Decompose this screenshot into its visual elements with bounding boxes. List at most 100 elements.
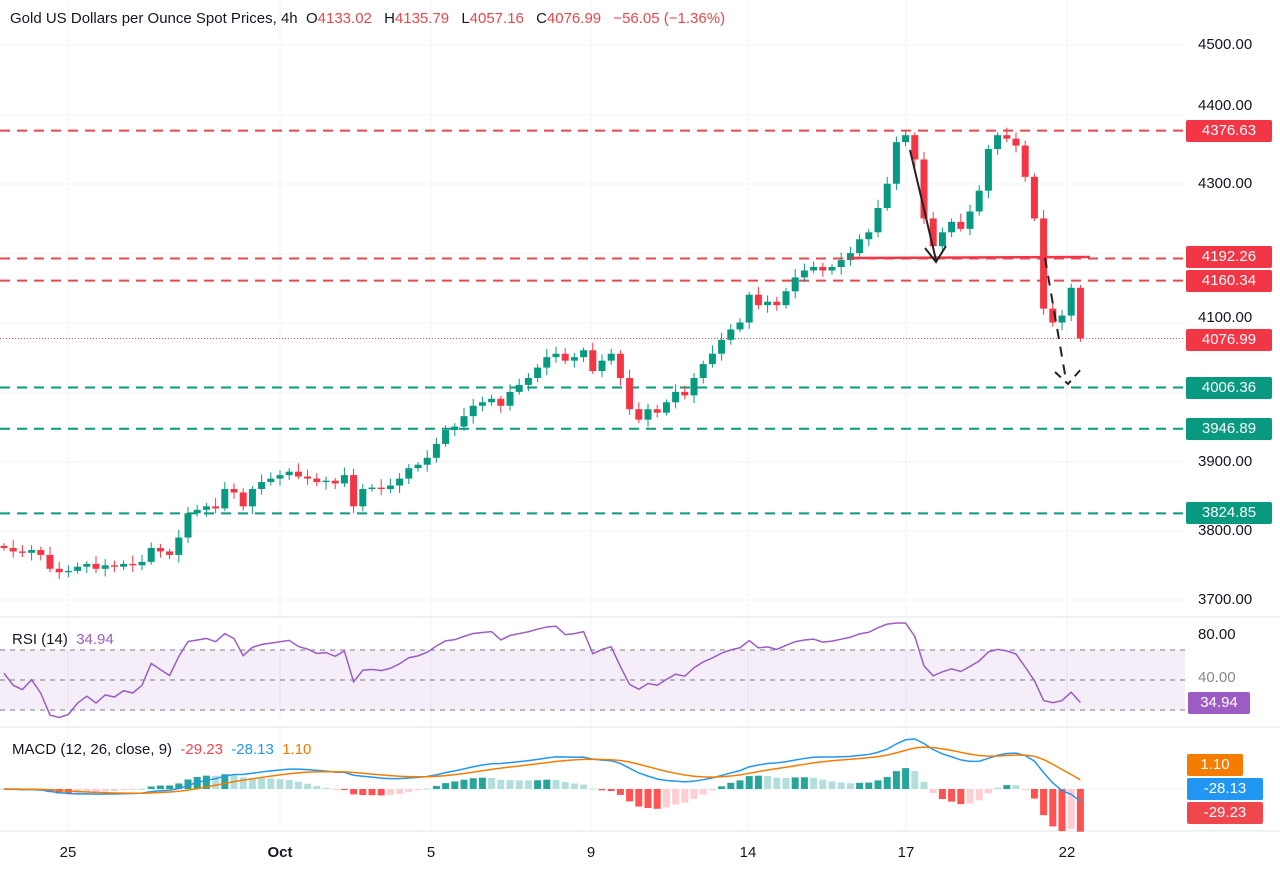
close-value: 4076.99: [546, 10, 602, 27]
candle-body: [966, 211, 974, 229]
candle-body: [331, 480, 339, 484]
candle-body: [616, 353, 624, 378]
candle-body: [938, 232, 946, 247]
candle-body: [451, 426, 459, 431]
candle-body: [561, 353, 569, 361]
low-value: 4057.16: [469, 10, 524, 27]
macd-histogram-bar: [285, 779, 293, 789]
macd-histogram-bar: [607, 789, 615, 792]
candle-body: [515, 384, 523, 392]
macd-histogram-bar: [662, 789, 670, 808]
macd-histogram-bar: [810, 777, 818, 789]
macd-histogram-bar: [975, 789, 983, 801]
candle-body: [718, 339, 726, 354]
price-tick: 4300.00: [1198, 175, 1253, 192]
macd-histogram-bar: [156, 785, 164, 789]
macd-histogram-bar: [938, 789, 946, 799]
macd-line: [3, 738, 1081, 802]
macd-histogram-bar: [957, 789, 965, 805]
price-tick: 4400.00: [1198, 97, 1253, 114]
macd-histogram-bar: [377, 789, 385, 796]
macd-histogram-bar: [386, 789, 394, 796]
candle-body: [745, 294, 753, 323]
macd-histogram-bar: [736, 780, 744, 789]
macd-histogram-bar: [350, 789, 358, 795]
macd-histogram-bar: [304, 783, 312, 789]
macd-signal-tag: 1.10: [1187, 754, 1243, 776]
candle-body: [708, 353, 716, 365]
rsi-value-tag: 34.94: [1188, 692, 1250, 714]
candle-body: [570, 357, 578, 361]
macd-histogram-bar: [764, 775, 772, 789]
macd-histogram-bar: [1003, 785, 1011, 789]
time-tick: Oct: [267, 844, 293, 861]
macd-histogram-bar: [331, 789, 339, 790]
candle-body: [534, 367, 542, 378]
candle-body: [221, 489, 229, 509]
candle-body: [828, 267, 836, 271]
candle-body: [147, 547, 155, 562]
candle-body: [957, 221, 965, 229]
macd-histogram-bar: [46, 789, 54, 793]
candle-body: [166, 551, 174, 555]
macd-histogram-bar: [745, 776, 753, 789]
candle-body: [681, 391, 689, 396]
low-label: L: [461, 10, 470, 27]
macd-histogram-bar: [313, 786, 321, 789]
level-tag-resistance: 4160.34: [1186, 270, 1272, 292]
candle-body: [322, 480, 330, 483]
macd-histogram-bar: [120, 789, 128, 791]
candle-body: [892, 142, 900, 184]
macd-histogram-bar: [359, 789, 367, 795]
candle-body: [543, 357, 551, 368]
candle-body: [64, 570, 72, 573]
candle-body: [101, 565, 109, 569]
macd-histogram-bar: [414, 789, 422, 791]
macd-histogram-bar: [800, 777, 808, 789]
neckline-drawing: [849, 255, 1091, 260]
macd-histogram-bar: [129, 789, 137, 790]
macd-histogram-bar: [754, 775, 762, 789]
rsi-tick: 80.00: [1198, 626, 1236, 643]
dashed-arrow-drawing: [1044, 257, 1067, 381]
candle-body: [239, 492, 247, 507]
time-tick: 5: [426, 844, 436, 861]
macd-line-legend: -28.13: [231, 741, 274, 758]
macd-histogram-bar: [984, 789, 992, 794]
time-tick: 17: [897, 844, 915, 861]
candle-body: [782, 291, 790, 306]
macd-histogram-bar: [524, 780, 532, 789]
candle-body: [929, 218, 937, 247]
macd-line-tag: -28.13: [1187, 778, 1263, 800]
macd-histogram-bar: [920, 781, 928, 789]
symbol-title: Gold US Dollars per Ounce Spot Prices, 4…: [10, 10, 298, 27]
macd-histogram-bar: [791, 777, 799, 789]
candle-body: [368, 487, 376, 489]
candle-body: [1067, 287, 1075, 316]
macd-hist-legend: -29.23: [180, 741, 223, 758]
macd-hist-tag: -29.23: [1187, 802, 1263, 824]
open-value: 4133.02: [317, 10, 372, 27]
macd-histogram-bar: [488, 777, 496, 789]
macd-histogram-bar: [506, 780, 514, 789]
candle-body: [662, 402, 670, 413]
candle-body: [497, 398, 505, 406]
candle-body: [248, 489, 256, 507]
candle-body: [258, 482, 266, 489]
macd-histogram-bar: [276, 779, 284, 789]
candle-body: [1021, 145, 1029, 177]
macd-histogram-bar: [469, 778, 477, 789]
candle-body: [791, 277, 799, 292]
macd-histogram-bar: [92, 789, 100, 793]
candle-body: [810, 267, 818, 271]
rsi-legend-value: 34.94: [76, 631, 114, 648]
candle-body: [212, 506, 220, 509]
candle-body: [1040, 218, 1048, 309]
macd-histogram-bar: [1067, 789, 1075, 829]
candle-body: [883, 183, 891, 209]
candle-body: [350, 475, 358, 507]
candle-body: [478, 402, 486, 406]
candle-body: [846, 253, 854, 261]
